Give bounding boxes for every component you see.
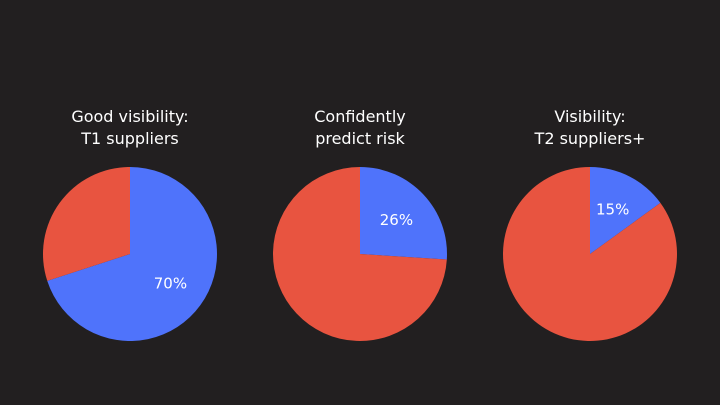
chart-title-line-1: Confidently	[314, 107, 406, 126]
chart-title: Visibility: T2 suppliers+	[470, 106, 710, 150]
chart-title-line-2: predict risk	[315, 129, 405, 148]
pie-svg: 15%	[503, 167, 677, 342]
pie-svg: 26%	[273, 167, 447, 341]
pie-slice-0	[590, 167, 661, 254]
pie-slice-0	[360, 167, 447, 260]
chart-title-line-1: Good visibility:	[71, 107, 189, 126]
pie-slice-1	[503, 167, 677, 342]
chart-title: Good visibility: T1 suppliers	[10, 106, 250, 150]
pie-slice-label: 70%	[154, 274, 187, 292]
pie-slice-0	[47, 167, 217, 341]
pie-chart-t2-visibility: Visibility: T2 suppliers+ 15%	[470, 0, 710, 405]
pie-slice-1	[273, 167, 447, 341]
pie-chart-predict-risk: Confidently predict risk 26%	[240, 0, 480, 405]
pie-chart-t1-visibility: Good visibility: T1 suppliers 70%	[10, 0, 250, 405]
chart-title-line-1: Visibility:	[554, 107, 626, 126]
pie-slice-label: 26%	[380, 211, 413, 229]
chart-title-line-2: T1 suppliers	[81, 129, 179, 148]
pie-slice-1	[42, 167, 130, 281]
pie-slice-label: 15%	[596, 200, 629, 218]
chart-title-line-2: T2 suppliers+	[534, 129, 646, 148]
pie-svg: 70%	[42, 167, 217, 341]
chart-title: Confidently predict risk	[240, 106, 480, 150]
